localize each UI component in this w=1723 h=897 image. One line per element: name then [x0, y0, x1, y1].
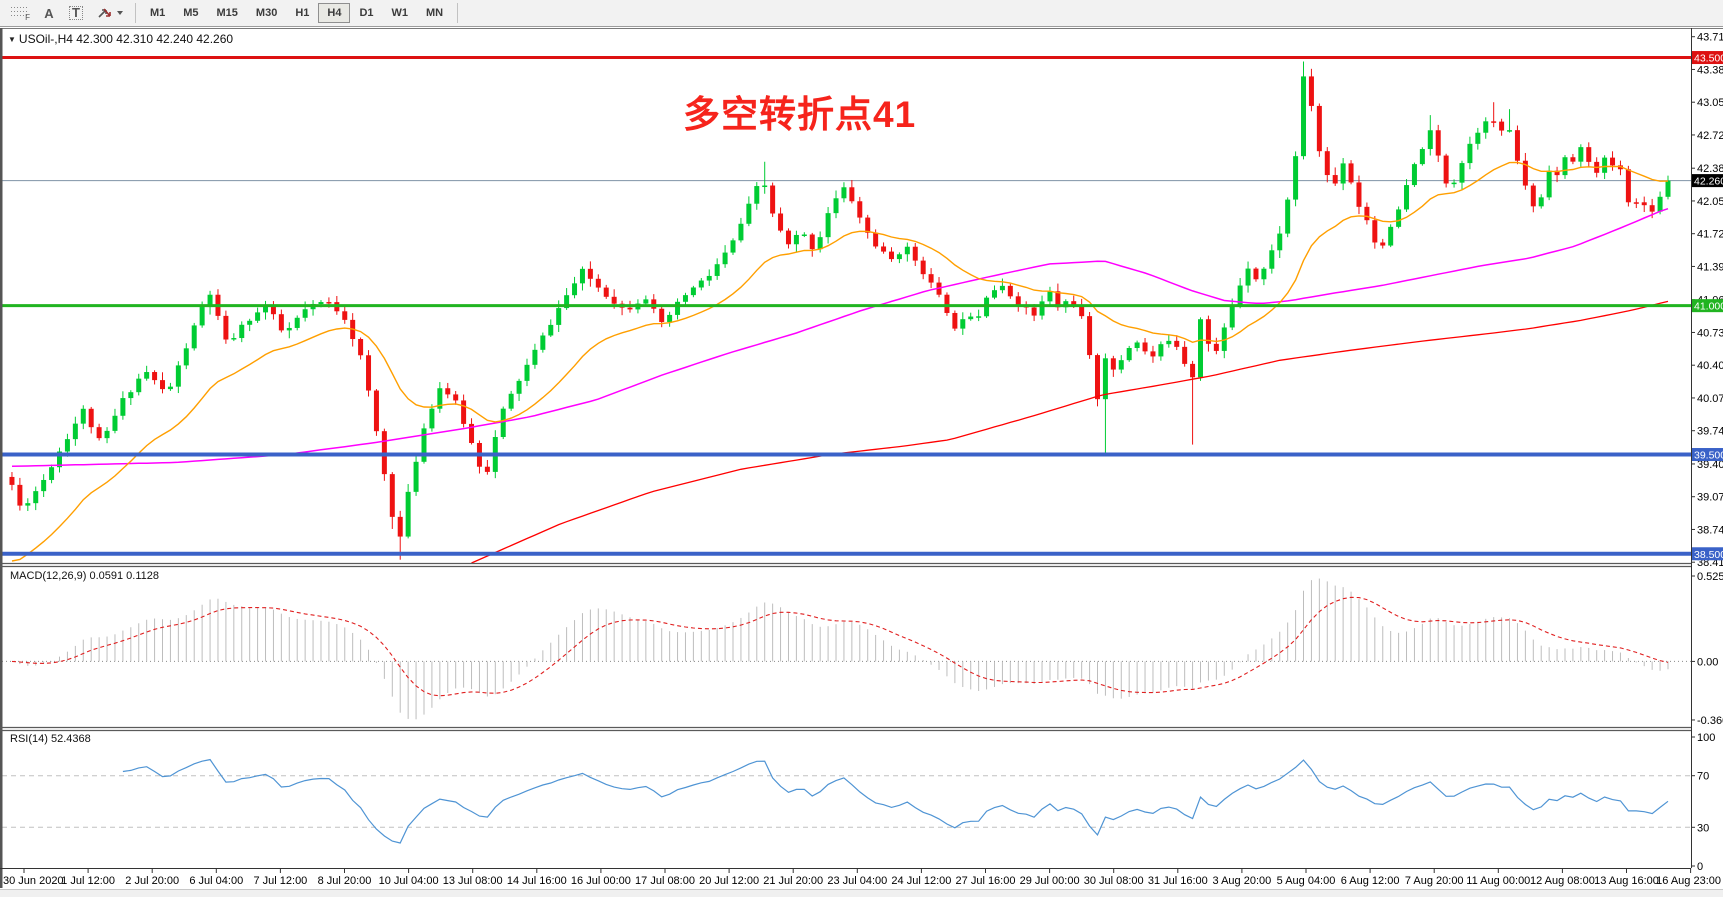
- svg-text:23 Jul 04:00: 23 Jul 04:00: [827, 875, 887, 887]
- svg-text:7 Jul 12:00: 7 Jul 12:00: [253, 875, 307, 887]
- svg-text:39.075: 39.075: [1697, 492, 1723, 504]
- svg-text:42.055: 42.055: [1697, 196, 1723, 208]
- svg-text:41.725: 41.725: [1697, 229, 1723, 241]
- svg-text:5 Aug 04:00: 5 Aug 04:00: [1277, 875, 1336, 887]
- symbol-header: ▼ USOil-,H4 42.300 42.310 42.240 42.260: [8, 32, 233, 46]
- timeframe-d1-button[interactable]: D1: [350, 3, 382, 23]
- timeframe-h4-button[interactable]: H4: [318, 3, 351, 23]
- svg-text:43.050: 43.050: [1697, 97, 1723, 109]
- svg-text:43.500: 43.500: [1694, 53, 1723, 65]
- fibonacci-icon: F: [11, 6, 30, 22]
- svg-text:13 Aug 16:00: 13 Aug 16:00: [1594, 875, 1659, 887]
- svg-text:38.500: 38.500: [1694, 549, 1723, 561]
- svg-text:42.720: 42.720: [1697, 130, 1723, 142]
- svg-text:13 Jul 08:00: 13 Jul 08:00: [443, 875, 503, 887]
- svg-text:30 Jul 08:00: 30 Jul 08:00: [1084, 875, 1144, 887]
- timeframe-m1-button[interactable]: M1: [141, 3, 174, 23]
- svg-text:20 Jul 12:00: 20 Jul 12:00: [699, 875, 759, 887]
- svg-text:39.500: 39.500: [1694, 450, 1723, 462]
- svg-text:14 Jul 16:00: 14 Jul 16:00: [507, 875, 567, 887]
- svg-text:2 Jul 20:00: 2 Jul 20:00: [125, 875, 179, 887]
- toolbar-separator: [134, 3, 136, 23]
- macd-indicator-label: MACD(12,26,9) 0.0591 0.1128: [10, 570, 159, 582]
- timeframe-mn-button[interactable]: MN: [417, 3, 452, 23]
- svg-text:42.260: 42.260: [1694, 176, 1723, 188]
- svg-text:0.5257: 0.5257: [1697, 571, 1723, 583]
- chevron-down-icon: ▼: [8, 35, 16, 44]
- rsi-pane: [2, 758, 1691, 844]
- svg-text:29 Jul 00:00: 29 Jul 00:00: [1020, 875, 1080, 887]
- toolbar-separator: [457, 3, 459, 23]
- svg-text:6 Jul 04:00: 6 Jul 04:00: [189, 875, 243, 887]
- svg-text:7 Aug 20:00: 7 Aug 20:00: [1405, 875, 1464, 887]
- svg-text:27 Jul 16:00: 27 Jul 16:00: [956, 875, 1016, 887]
- svg-text:21 Jul 20:00: 21 Jul 20:00: [763, 875, 823, 887]
- svg-text:30: 30: [1697, 822, 1709, 834]
- label-tool-button[interactable]: T: [62, 2, 90, 24]
- chevron-down-icon: [116, 11, 123, 15]
- svg-text:3 Aug 20:00: 3 Aug 20:00: [1213, 875, 1272, 887]
- svg-text:17 Jul 08:00: 17 Jul 08:00: [635, 875, 695, 887]
- svg-text:6 Aug 12:00: 6 Aug 12:00: [1341, 875, 1400, 887]
- svg-text:16 Aug 23:00: 16 Aug 23:00: [1656, 875, 1721, 887]
- svg-text:70: 70: [1697, 771, 1709, 783]
- axes-layer: 43.710 43.380 43.050 42.720 42.385 42.055 41.7…: [0, 28, 1723, 897]
- text-tool-button[interactable]: A: [36, 2, 62, 24]
- svg-text:41.000: 41.000: [1694, 301, 1723, 313]
- moving-averages-layer: [11, 161, 1669, 564]
- svg-text:12 Aug 08:00: 12 Aug 08:00: [1530, 875, 1595, 887]
- svg-text:16 Jul 00:00: 16 Jul 00:00: [571, 875, 631, 887]
- svg-text:0.00: 0.00: [1697, 656, 1718, 668]
- timeframe-m15-button[interactable]: M15: [208, 3, 247, 23]
- candles-layer: [9, 61, 1671, 560]
- svg-text:-0.3603: -0.3603: [1697, 715, 1723, 727]
- svg-text:30 Jun 2020: 30 Jun 2020: [3, 875, 64, 887]
- horizontal-levels-layer: [2, 56, 1691, 556]
- svg-text:42.385: 42.385: [1697, 163, 1723, 175]
- chart-annotation-text: 多空转折点41: [683, 94, 917, 135]
- svg-text:40.400: 40.400: [1697, 360, 1723, 372]
- svg-text:1 Jul 12:00: 1 Jul 12:00: [61, 875, 115, 887]
- svg-text:24 Jul 12:00: 24 Jul 12:00: [891, 875, 951, 887]
- svg-text:8 Jul 20:00: 8 Jul 20:00: [318, 875, 372, 887]
- svg-text:39.405: 39.405: [1697, 459, 1723, 471]
- svg-text:10 Jul 04:00: 10 Jul 04:00: [379, 875, 439, 887]
- text-icon: A: [44, 5, 54, 21]
- svg-text:0: 0: [1697, 861, 1703, 873]
- rsi-indicator-label: RSI(14) 52.4368: [10, 733, 91, 745]
- svg-text:31 Jul 16:00: 31 Jul 16:00: [1148, 875, 1208, 887]
- svg-text:40.730: 40.730: [1697, 327, 1723, 339]
- label-icon: T: [69, 6, 83, 20]
- timeframe-w1-button[interactable]: W1: [383, 3, 418, 23]
- svg-text:39.740: 39.740: [1697, 426, 1723, 438]
- svg-text:38.745: 38.745: [1697, 524, 1723, 536]
- svg-text:100: 100: [1697, 732, 1715, 744]
- svg-text:41.395: 41.395: [1697, 261, 1723, 273]
- macd-pane: [2, 578, 1691, 720]
- fibonacci-tool-button[interactable]: F: [4, 2, 36, 24]
- timeframe-m5-button[interactable]: M5: [174, 3, 207, 23]
- svg-text:40.070: 40.070: [1697, 393, 1723, 405]
- arrows-icon: [98, 8, 111, 18]
- svg-text:43.710: 43.710: [1697, 32, 1723, 44]
- arrows-tool-button[interactable]: [90, 2, 130, 24]
- svg-text:43.380: 43.380: [1697, 64, 1723, 76]
- toolbar: F A T M1 M5 M15 M30 H1 H4 D1 W1 MN: [0, 0, 1723, 27]
- timeframe-h1-button[interactable]: H1: [286, 3, 318, 23]
- symbol-ohlc-text: USOil-,H4 42.300 42.310 42.240 42.260: [18, 32, 234, 46]
- svg-text:11 Aug 00:00: 11 Aug 00:00: [1466, 875, 1530, 887]
- timeframe-m30-button[interactable]: M30: [247, 3, 286, 23]
